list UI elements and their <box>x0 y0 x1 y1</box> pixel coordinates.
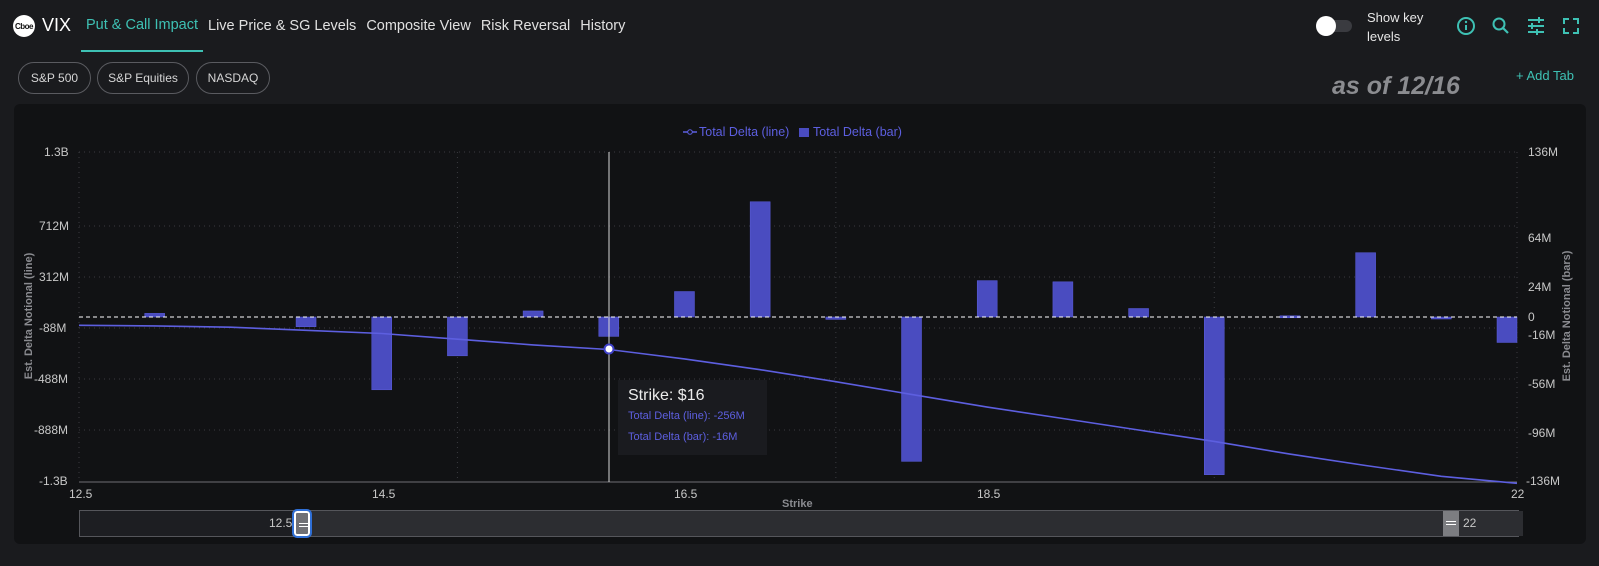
y-left-tick: -488M <box>34 372 69 386</box>
tooltip-strike: Strike: $16 <box>628 387 705 404</box>
ticker-symbol: VIX <box>42 15 72 35</box>
show-key-levels-label: Show key levels <box>1367 10 1424 44</box>
range-max-label: 22 <box>1463 516 1477 530</box>
total-delta-line <box>78 324 1518 485</box>
tooltip-line-value: Total Delta (line): -256M <box>628 410 745 422</box>
subtab-nasdaq[interactable]: NASDAQ <box>196 62 270 94</box>
delta-bar[interactable] <box>1431 316 1452 320</box>
x-tick: 14.5 <box>372 487 396 501</box>
chart-panel <box>14 104 1586 544</box>
toggle-knob <box>1316 16 1336 36</box>
y-right-tick: 64M <box>1528 231 1552 245</box>
delta-bar[interactable] <box>522 310 544 318</box>
y-left-tick: -1.3B <box>39 474 68 488</box>
y-left-tick: 1.3B <box>44 145 69 159</box>
tab-risk-reversal[interactable]: Risk Reversal <box>480 18 571 34</box>
y-right-tick: 136M <box>1528 145 1559 159</box>
chart-bars <box>144 201 1518 475</box>
hover-point <box>603 343 615 355</box>
info-icon[interactable] <box>1455 15 1477 37</box>
delta-bar[interactable] <box>674 291 695 318</box>
sliders-icon[interactable] <box>1525 15 1547 37</box>
tooltip-bar-value: Total Delta (bar): -16M <box>628 431 738 443</box>
legend-line-label: Total Delta (line) <box>699 125 790 139</box>
delta-bar[interactable] <box>1355 252 1376 318</box>
hover-tooltip: Strike: $16 Total Delta (line): -256M To… <box>618 380 767 455</box>
delta-bar[interactable] <box>371 316 392 391</box>
delta-bar[interactable] <box>447 316 468 357</box>
range-slider[interactable]: 12.5 22 <box>79 509 1523 538</box>
x-tick: 22 <box>1511 487 1525 501</box>
legend-line[interactable]: Total Delta (line) <box>683 125 789 139</box>
subtab-sp500[interactable]: S&P 500 <box>18 62 91 94</box>
y-right-tick: 24M <box>1528 280 1552 294</box>
show-key-levels-toggle[interactable] <box>1316 16 1358 36</box>
top-bar: Cboe VIX Put & Call Impact Live Price & … <box>0 0 1599 52</box>
as-of-date: as of 12/16 <box>1332 72 1460 100</box>
y-right-tick: 0 <box>1528 310 1535 324</box>
legend-bar[interactable]: Total Delta (bar) <box>799 125 902 139</box>
y-right-tick: -56M <box>1528 377 1556 391</box>
delta-bar[interactable] <box>749 201 771 318</box>
delta-bar[interactable] <box>144 313 165 318</box>
y-left-axis-title: Est. Delta Notional (line) <box>23 252 35 380</box>
y-right-tick: -136M <box>1526 474 1561 488</box>
delta-bar[interactable] <box>901 316 922 462</box>
tab-live-price-sg-levels[interactable]: Live Price & SG Levels <box>208 18 357 34</box>
y-right-tick: -96M <box>1528 426 1556 440</box>
delta-bar[interactable] <box>976 280 998 318</box>
x-tick: 16.5 <box>674 487 698 501</box>
grip-icon <box>299 523 309 527</box>
main-tabs: Put & Call Impact Live Price & SG Levels… <box>81 0 630 52</box>
chart-grid <box>78 151 1518 482</box>
legend-bar-label: Total Delta (bar) <box>813 125 902 139</box>
y-left-tick: -888M <box>34 423 69 437</box>
y-right-tick: -16M <box>1528 328 1556 342</box>
range-slider-selection[interactable] <box>302 511 1523 536</box>
delta-bar[interactable] <box>1204 316 1225 475</box>
x-axis-title: Strike <box>782 498 813 510</box>
legend-line-icon <box>683 129 697 135</box>
y-left-tick: -88M <box>39 321 67 335</box>
search-icon[interactable] <box>1490 15 1512 37</box>
add-tab-button[interactable]: + Add Tab <box>1516 68 1574 83</box>
delta-bar[interactable] <box>1496 316 1518 343</box>
y-left-tick: 712M <box>39 219 70 233</box>
delta-bar[interactable] <box>295 316 317 327</box>
tab-composite-view[interactable]: Composite View <box>366 18 471 34</box>
delta-bar[interactable] <box>1052 281 1074 318</box>
grip-icon <box>1446 521 1456 525</box>
delta-bar[interactable] <box>1279 315 1301 319</box>
delta-bar[interactable] <box>1128 308 1149 318</box>
x-tick: 12.5 <box>69 487 93 501</box>
y-left-tick: 312M <box>39 270 70 284</box>
y-right-axis-title: Est. Delta Notional (bars) <box>1561 250 1573 382</box>
tab-history[interactable]: History <box>580 18 626 34</box>
range-min-handle[interactable] <box>292 509 312 538</box>
tab-put-call-impact[interactable]: Put & Call Impact <box>81 0 204 52</box>
range-min-label: 12.5 <box>269 516 293 530</box>
subtab-sp-equities[interactable]: S&P Equities <box>97 62 189 94</box>
range-max-handle[interactable] <box>1443 511 1459 536</box>
fullscreen-icon[interactable] <box>1560 15 1582 37</box>
cboe-logo: Cboe <box>13 15 35 37</box>
x-tick: 18.5 <box>977 487 1001 501</box>
legend-bar-swatch <box>799 127 809 137</box>
